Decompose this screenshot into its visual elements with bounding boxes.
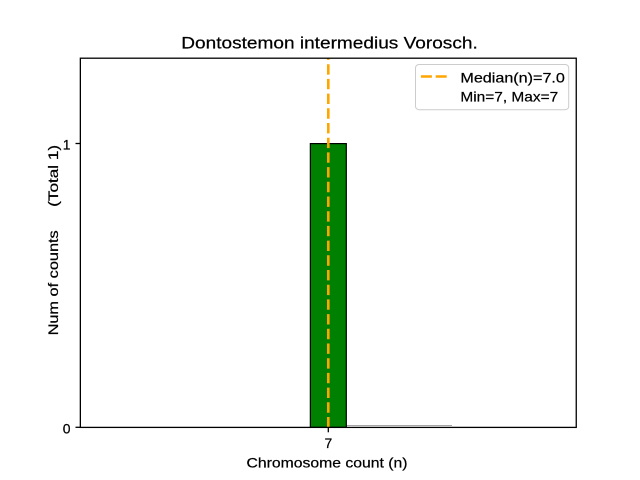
svg-text:Num of counts: Num of counts xyxy=(45,230,61,335)
svg-text:1: 1 xyxy=(63,136,71,152)
svg-text:Dontostemon intermedius Vorosc: Dontostemon intermedius Vorosch. xyxy=(181,34,478,53)
svg-text:Chromosome count (n): Chromosome count (n) xyxy=(247,454,408,470)
svg-text:(Total 1): (Total 1) xyxy=(45,145,61,207)
svg-text:7: 7 xyxy=(325,435,333,451)
svg-text:Median(n)=7.0: Median(n)=7.0 xyxy=(460,70,565,86)
svg-text:0: 0 xyxy=(63,421,71,437)
svg-text:Min=7, Max=7: Min=7, Max=7 xyxy=(460,88,558,104)
